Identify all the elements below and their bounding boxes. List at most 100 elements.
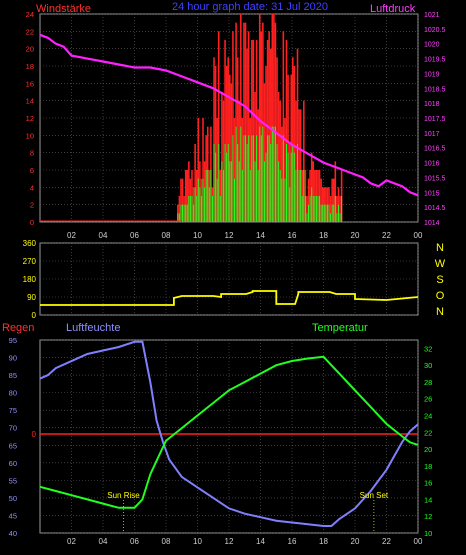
wind-peak-bar [331, 178, 333, 222]
pressure-tick-label: 1016.5 [424, 146, 446, 153]
wind-mean-bar [218, 144, 220, 222]
wind-tick-label: 6 [30, 166, 34, 175]
wind-mean-bar [320, 204, 322, 222]
wind-mean-bar [193, 204, 195, 222]
wind-peak-bar [274, 22, 277, 222]
wind-tick-label: 12 [26, 114, 34, 123]
wind-peak-bar [254, 92, 256, 222]
wind-mean-bar [331, 204, 333, 222]
x-tick-label: 22 [382, 231, 391, 240]
rain-axis-title: Regen [2, 322, 34, 334]
wind-peak-bar [326, 187, 329, 222]
direction-tick-label: 360 [23, 239, 37, 248]
wind-mean-bar [199, 187, 201, 222]
wind-mean-bar [281, 178, 283, 222]
wind-mean-bar [223, 170, 224, 222]
wind-mean-bar [287, 152, 289, 222]
wind-peak-bar [280, 126, 283, 222]
wind-peak-bar [260, 31, 263, 223]
wind-tick-label: 20 [26, 45, 34, 54]
wind-peak-bar [328, 187, 330, 222]
wind-mean-bar [276, 144, 278, 222]
x-tick-label: 16 [288, 537, 297, 546]
wind-mean-bar [290, 152, 292, 222]
wind-peak-bar [332, 178, 335, 222]
wind-tick-label: 0 [30, 218, 34, 227]
humidity-line [39, 340, 419, 527]
wind-tick-label: 24 [26, 10, 34, 19]
wind-peak-bar [240, 14, 242, 222]
wind-mean-bar [202, 178, 204, 222]
pressure-axis-title: Luftdruck [370, 3, 416, 15]
wind-peak-bar [251, 40, 253, 222]
x-tick-label: 10 [193, 537, 202, 546]
wind-pressure-panel: 02 04 06 08 10 12 14 16 18 20 22 000246810121416182… [26, 10, 446, 240]
wind-mean-bar [303, 170, 305, 222]
wind-mean-bar [311, 187, 313, 222]
wind-mean-bar [216, 178, 218, 222]
humidity-tick-label: 75 [9, 406, 17, 415]
wind-mean-bar [213, 144, 215, 222]
wind-mean-bar [215, 152, 217, 222]
direction-tick-label: 90 [27, 293, 36, 302]
wind-mean-bar [191, 196, 193, 222]
wind-mean-bar [197, 178, 199, 222]
wind-mean-bar [282, 135, 284, 222]
pressure-tick-label: 1015 [424, 190, 440, 197]
pressure-tick-label: 1014.5 [424, 205, 446, 212]
wind-peak-bar [285, 40, 288, 222]
wind-tick-label: 4 [30, 183, 34, 192]
x-tick-label: 00 [414, 537, 423, 546]
wind-mean-bar [286, 144, 287, 222]
pressure-tick-label: 1019.5 [424, 57, 446, 64]
wind-peak-bar [336, 196, 338, 222]
x-tick-label: 04 [99, 537, 108, 546]
wind-mean-bar [262, 126, 264, 222]
humidity-tick-label: 80 [9, 389, 17, 398]
wind-peak-bar [307, 178, 310, 222]
wind-peak-bar [184, 170, 187, 222]
wind-mean-bar [323, 204, 325, 222]
wind-mean-bar [226, 152, 228, 222]
wind-mean-bar [265, 152, 267, 222]
humidity-tick-label: 55 [9, 476, 17, 485]
wind-peak-bar [221, 92, 223, 222]
wind-peak-bar [178, 196, 181, 222]
sun-label: Sun Rise [107, 491, 140, 500]
wind-axis-title: Windstärke [36, 3, 91, 15]
wind-mean-bar [341, 196, 343, 222]
wind-mean-bar [238, 161, 240, 222]
pressure-tick-label: 1015.5 [424, 175, 446, 182]
wind-mean-bar [188, 196, 190, 222]
wind-mean-bar [224, 144, 226, 222]
wind-mean-bar [328, 204, 330, 222]
wind-mean-bar [319, 196, 321, 222]
wind-mean-bar [180, 204, 182, 222]
wind-mean-bar [229, 161, 231, 222]
wind-mean-bar [254, 161, 256, 222]
wind-mean-bar [309, 196, 311, 222]
wind-peak-bar [243, 22, 245, 222]
x-tick-label: 18 [319, 231, 328, 240]
wind-mean-bar [248, 135, 250, 222]
wind-mean-bar [204, 187, 206, 222]
wind-peak-bar [227, 57, 229, 223]
wind-peak-bar [337, 187, 340, 222]
humidity-axis-title: Luftfeuchte [66, 322, 120, 334]
wind-peak-bar [197, 118, 200, 222]
wind-peak-bar [229, 74, 231, 223]
pressure-tick-label: 1016 [424, 161, 440, 168]
wind-peak-bar [321, 187, 324, 222]
wind-peak-bar [233, 118, 236, 222]
wind-mean-bar [230, 161, 232, 222]
wind-peak-bar [306, 196, 308, 222]
wind-mean-bar [252, 135, 254, 222]
wind-peak-bar [282, 31, 285, 223]
wind-mean-bar [232, 135, 234, 222]
wind-tick-label: 22 [26, 27, 34, 36]
wind-tick-label: 10 [26, 131, 34, 140]
wind-peak-bar [290, 74, 292, 223]
wind-mean-bar [304, 196, 306, 222]
wind-peak-bar [295, 100, 297, 222]
wind-mean-bar [245, 135, 247, 222]
